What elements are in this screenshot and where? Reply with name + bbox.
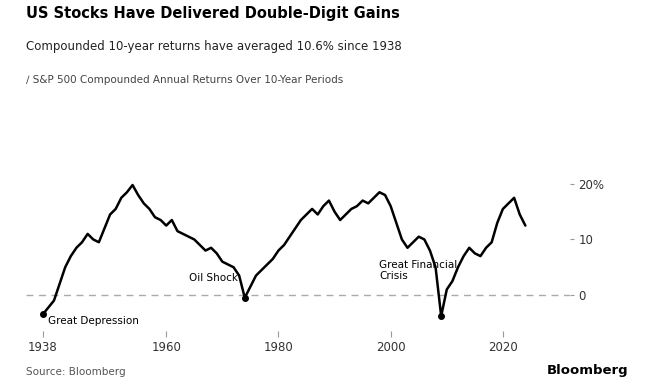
Text: ∕ S&P 500 Compounded Annual Returns Over 10-Year Periods: ∕ S&P 500 Compounded Annual Returns Over… (26, 75, 343, 85)
Text: Source: Bloomberg: Source: Bloomberg (26, 367, 126, 377)
Text: Oil Shock: Oil Shock (189, 273, 238, 283)
Text: Bloomberg: Bloomberg (547, 364, 629, 377)
Text: Great Depression: Great Depression (49, 316, 139, 326)
Text: Compounded 10-year returns have averaged 10.6% since 1938: Compounded 10-year returns have averaged… (26, 40, 402, 54)
Text: US Stocks Have Delivered Double-Digit Gains: US Stocks Have Delivered Double-Digit Ga… (26, 6, 400, 21)
Text: Great Financial
Crisis: Great Financial Crisis (380, 259, 457, 281)
